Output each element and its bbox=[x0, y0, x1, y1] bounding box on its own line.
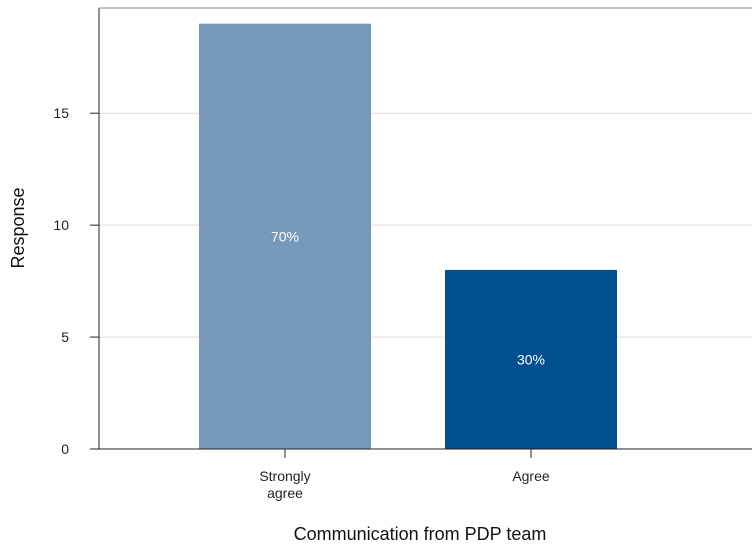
x-tick-label: Agree bbox=[512, 468, 550, 484]
gridlines bbox=[99, 112, 752, 338]
y-tick-label: 5 bbox=[61, 329, 69, 345]
axes bbox=[98, 7, 752, 450]
bars: 70% 30% bbox=[199, 23, 617, 450]
bar bbox=[445, 269, 617, 449]
bar bbox=[199, 23, 371, 450]
y-tick-label: 0 bbox=[61, 441, 69, 457]
bar-data-label: 30% bbox=[517, 351, 545, 367]
ticks: 0 5 10 15 Strongly agree Agree bbox=[53, 105, 549, 501]
x-tick-label: Strongly agree bbox=[259, 468, 310, 501]
x-axis-title: Communication from PDP team bbox=[294, 524, 547, 544]
y-tick-label: 15 bbox=[53, 105, 69, 121]
y-axis-title: Response bbox=[8, 187, 28, 268]
bar-data-label: 70% bbox=[271, 228, 299, 244]
y-tick-label: 10 bbox=[53, 217, 69, 233]
